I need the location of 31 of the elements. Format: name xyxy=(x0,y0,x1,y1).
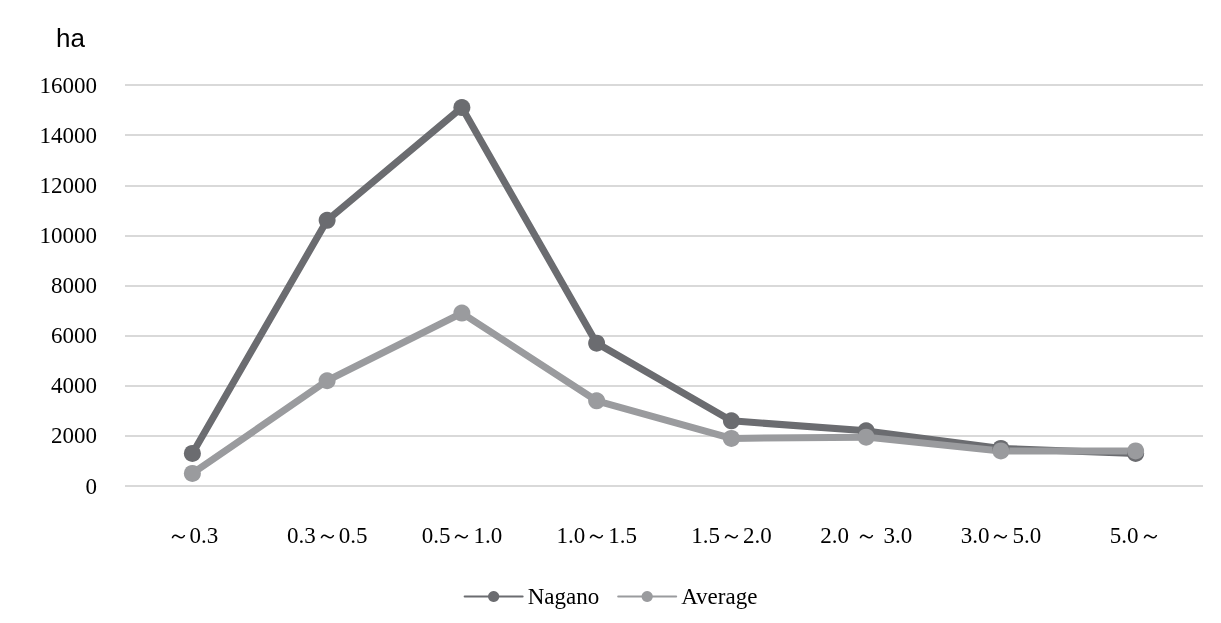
point xyxy=(183,444,201,462)
y-axis-title: ha xyxy=(56,23,86,53)
x-tick-label: 5.0～ xyxy=(1109,523,1162,548)
y-tick-label: 14000 xyxy=(39,122,97,148)
point xyxy=(183,464,201,482)
x-tick-label: 1.0～1.5 xyxy=(556,523,637,548)
x-tick-label: 2.0 ～ 3.0 xyxy=(820,523,913,548)
y-tick-label: 16000 xyxy=(39,72,97,98)
x-tick-label: 3.0～5.0 xyxy=(960,523,1042,548)
y-tick-label: 12000 xyxy=(39,172,97,198)
point xyxy=(453,99,471,117)
x-tick-label: ～0.3 xyxy=(166,523,219,548)
legend-label: Nagano xyxy=(527,584,600,609)
y-tick-label: 0 xyxy=(85,473,97,499)
y-tick-label: 4000 xyxy=(51,373,97,399)
point xyxy=(588,392,606,410)
point xyxy=(857,428,875,446)
x-tick-label: 0.5～1.0 xyxy=(421,523,503,548)
x-tick-label: 0.3～0.5 xyxy=(286,523,368,548)
y-tick-label: 8000 xyxy=(51,273,97,298)
point xyxy=(318,372,336,390)
y-tick-label: 2000 xyxy=(51,423,97,449)
y-tick-label: 6000 xyxy=(51,323,97,349)
y-tick-label: 10000 xyxy=(39,222,97,248)
point xyxy=(588,334,606,352)
point xyxy=(318,211,336,229)
point xyxy=(722,412,740,430)
legend-label: Average xyxy=(681,584,758,609)
point xyxy=(722,429,740,447)
x-tick-label: 1.5～2.0 xyxy=(691,523,772,548)
point xyxy=(453,304,471,322)
